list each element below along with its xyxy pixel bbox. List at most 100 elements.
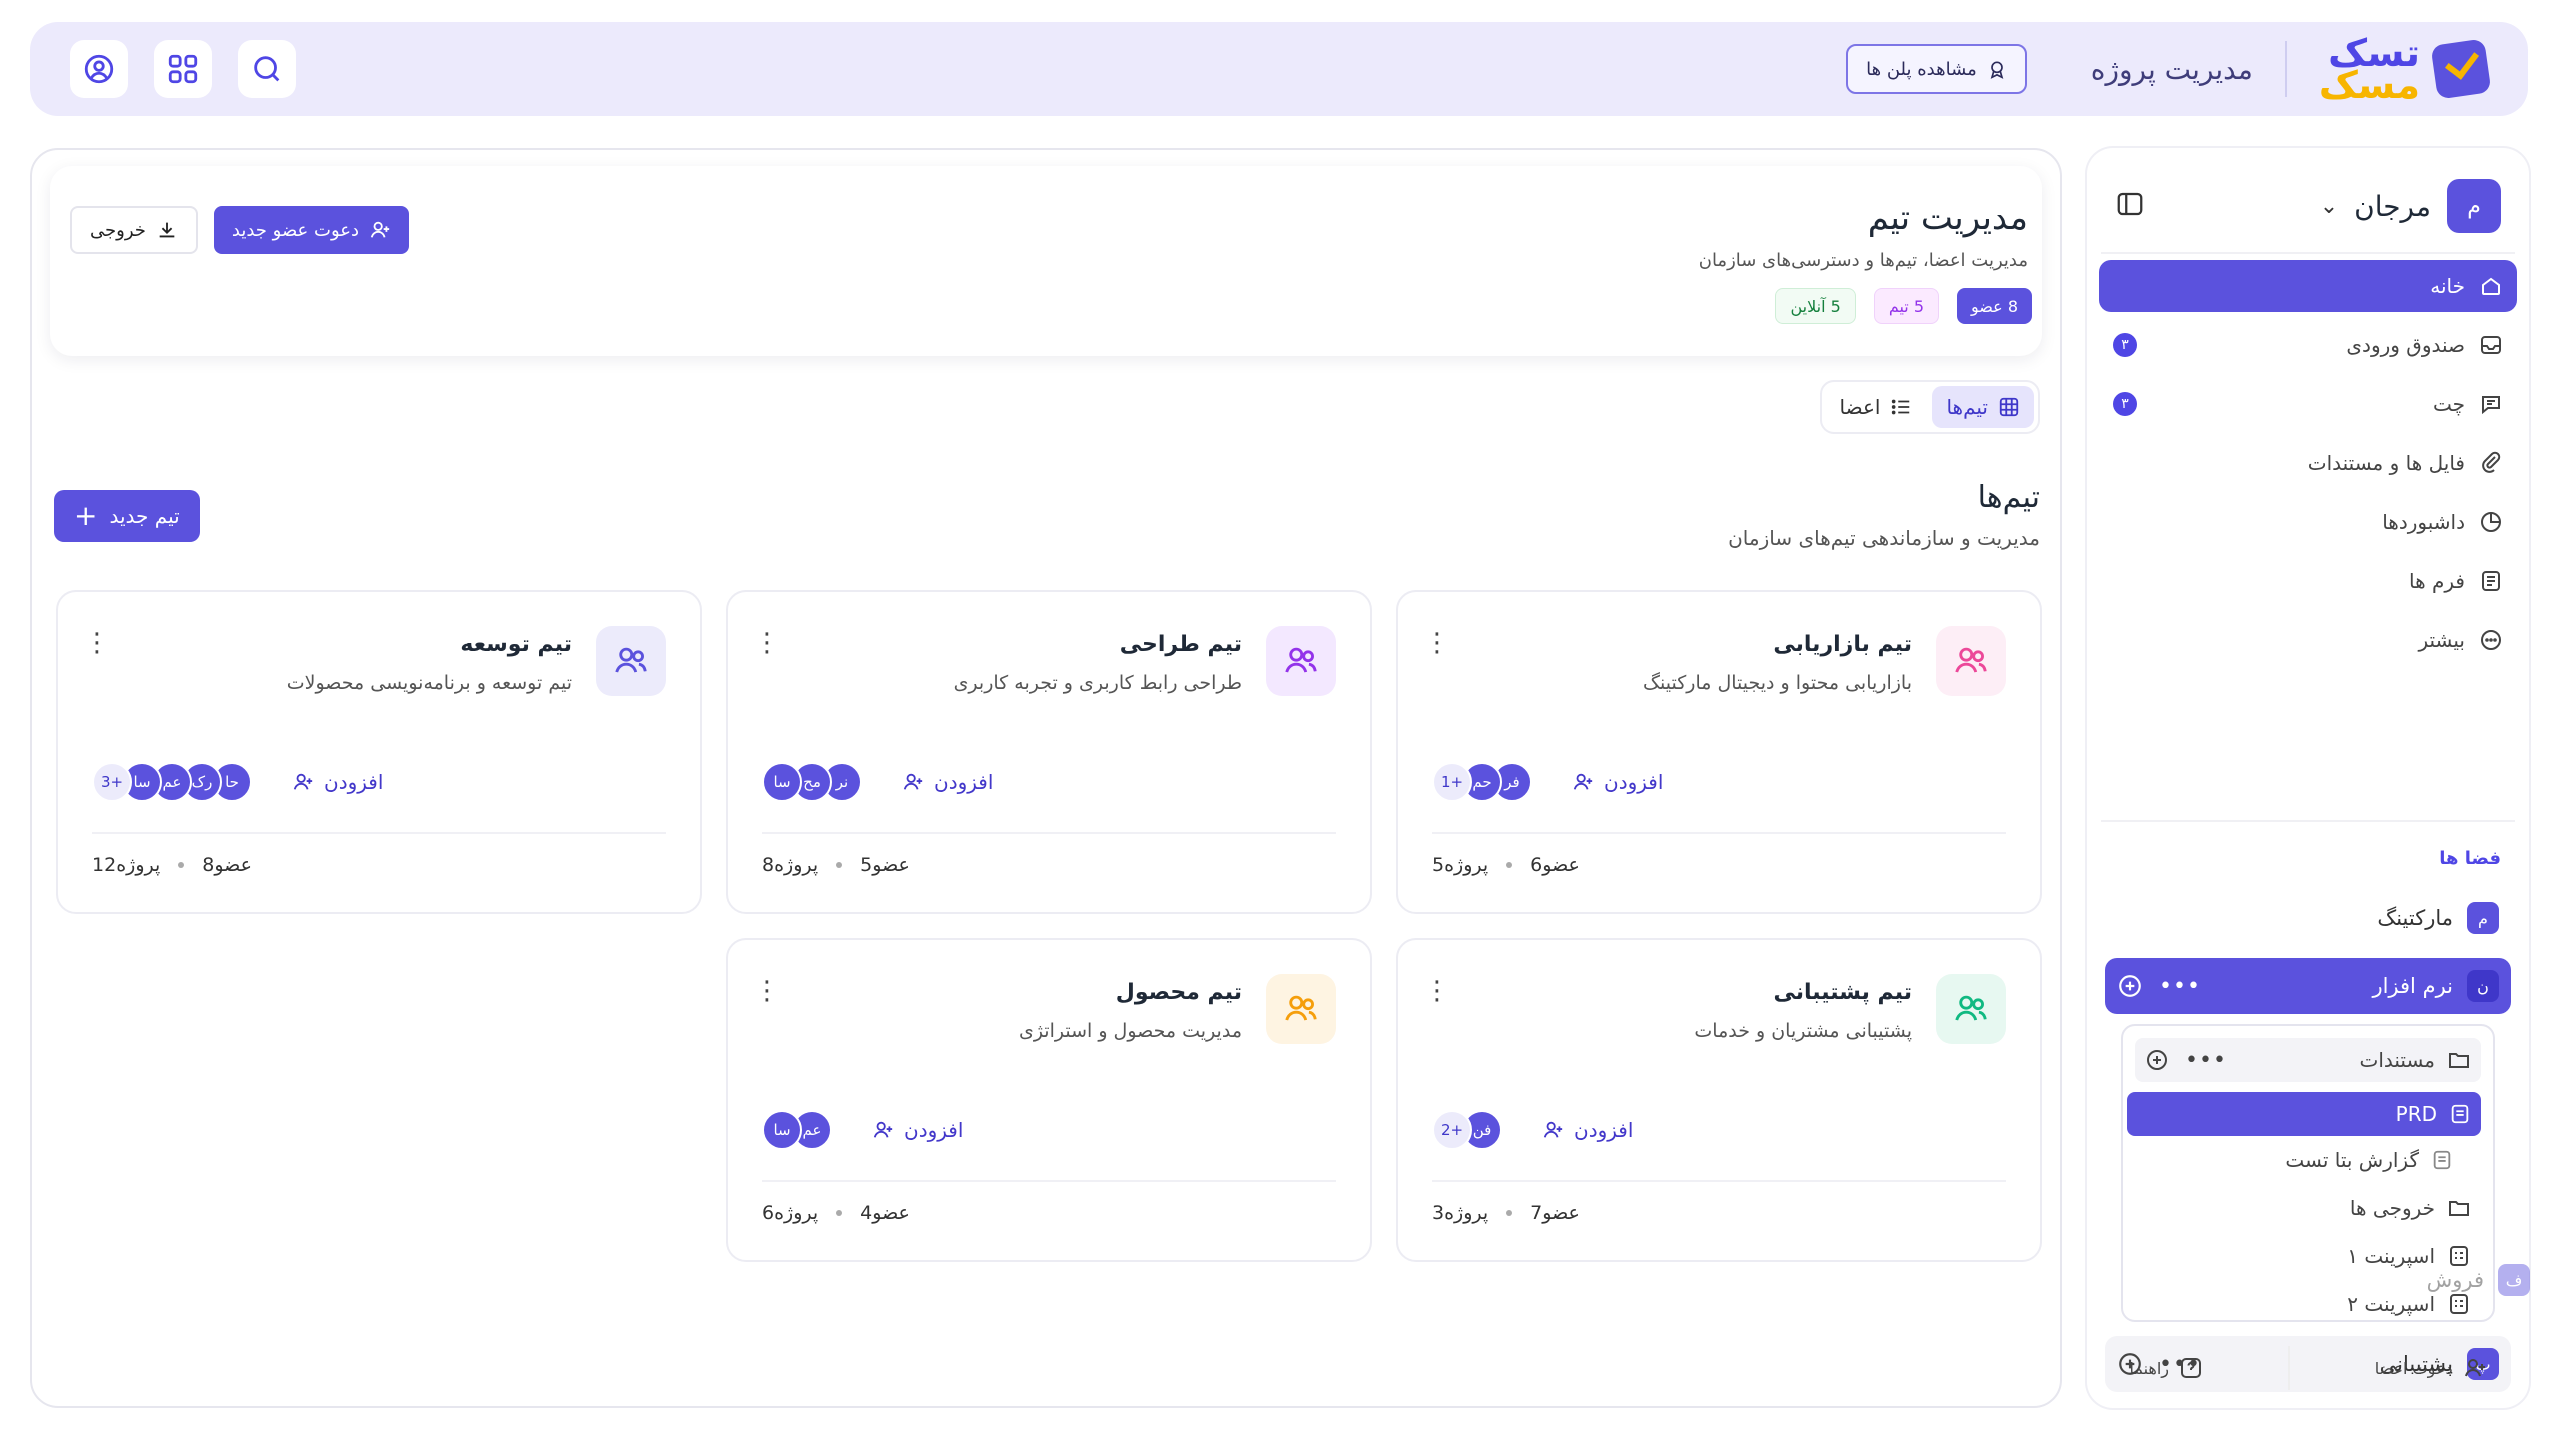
footer-divider — [2287, 1346, 2290, 1390]
more-vertical-icon[interactable]: ⋮ — [754, 628, 780, 658]
more-dots-icon[interactable]: ••• — [2185, 1047, 2227, 1073]
users-icon — [615, 647, 647, 673]
user-plus-icon — [370, 221, 390, 238]
team-card[interactable]: تیم پشتیبانی پشتیبانی مشتریان و خدمات ⋮ … — [1396, 938, 2042, 1262]
add-circle-icon[interactable] — [2145, 1048, 2169, 1072]
add-member-link[interactable]: افزودن — [1542, 1118, 1633, 1142]
sidebar-item-chat[interactable]: چت ۳ — [2099, 378, 2517, 430]
more-vertical-icon[interactable]: ⋮ — [84, 628, 110, 658]
workspace-name: مرجان — [2354, 189, 2431, 223]
team-avatars: سا مح نر — [762, 762, 862, 802]
doc-label: PRD — [2395, 1102, 2437, 1126]
list-sprint-1[interactable]: اسپرینت ۱ — [2337, 1234, 2481, 1278]
new-team-button[interactable]: تیم جدید + — [54, 490, 200, 542]
brand-divider — [2284, 41, 2287, 97]
sidebar-item-forms[interactable]: فرم ها — [2099, 555, 2517, 607]
team-card[interactable]: تیم بازاریابی بازاریابی محتوا و دیجیتال … — [1396, 590, 2042, 914]
add-member-link[interactable]: افزودن — [902, 770, 993, 794]
unread-badge: ۳ — [2113, 333, 2137, 357]
meta-separator — [1506, 862, 1513, 868]
add-member-label: افزودن — [904, 1118, 964, 1142]
folder-docs[interactable]: مستندات ••• — [2135, 1038, 2481, 1082]
spaces-heading: فضا ها — [2439, 848, 2501, 869]
space-marketing[interactable]: م مارکتینگ — [2105, 890, 2511, 946]
export-button[interactable]: خروجی — [70, 206, 198, 254]
sidebar-footer: دعوت اعضا راهنما — [2087, 1328, 2529, 1408]
more-vertical-icon[interactable]: ⋮ — [754, 976, 780, 1006]
unread-badge: ۳ — [2113, 392, 2137, 416]
team-card[interactable]: تیم محصول مدیریت محصول و استراتژی ⋮ سا عم… — [726, 938, 1372, 1262]
folder-icon — [2449, 1201, 2469, 1216]
team-description: مدیریت محصول و استراتژی — [1018, 1020, 1242, 1042]
add-member-label: افزودن — [1574, 1118, 1634, 1142]
chat-icon — [2482, 396, 2500, 415]
sidebar-item-home[interactable]: خانه — [2099, 260, 2517, 312]
view-plans-button[interactable]: مشاهده پلن ها — [1846, 44, 2027, 94]
add-circle-icon[interactable] — [2117, 973, 2143, 999]
team-avatars: +2 فن — [1432, 1110, 1502, 1150]
sidebar-item-more[interactable]: بیشتر — [2099, 614, 2517, 666]
workspace-switcher[interactable]: م مرجان ⌄ — [2115, 178, 2501, 234]
more-dots-icon[interactable]: ••• — [2159, 973, 2201, 999]
sidebar-nav: خانه صندوق ورودی ۳ چت ۳ فایل ها و مستندا… — [2099, 260, 2517, 673]
members-count-badge: 8 عضو — [1957, 288, 2032, 324]
tab-members[interactable]: اعضا — [1826, 386, 1927, 428]
space-support[interactable]: پ پشتیبانی ••• — [2105, 1336, 2511, 1392]
brand[interactable]: تسک مسک مدیریت پروژه — [2091, 34, 2492, 104]
add-member-link[interactable]: افزودن — [292, 770, 383, 794]
folder-outputs[interactable]: خروجی ها — [2340, 1186, 2481, 1230]
more-vertical-icon[interactable]: ⋮ — [1424, 976, 1450, 1006]
profile-button[interactable] — [70, 40, 128, 98]
users-icon — [1285, 647, 1317, 673]
search-button[interactable] — [238, 40, 296, 98]
attachment-icon — [2482, 451, 2501, 473]
badge-icon — [1990, 61, 2004, 79]
members-count: عضو5 — [860, 854, 910, 876]
invite-members-link[interactable]: دعوت اعضا — [2375, 1356, 2487, 1380]
team-icon-box — [1936, 626, 2006, 696]
sidebar-item-dashboards[interactable]: داشبوردها — [2099, 496, 2517, 548]
folder-tools: ••• — [2145, 1048, 2227, 1073]
space-software[interactable]: ن نرم افزار ••• — [2105, 958, 2511, 1014]
brand-logo-icon — [2430, 38, 2492, 100]
doc-beta-report[interactable]: گزارش بتا تست — [2275, 1138, 2463, 1182]
team-description: بازاریابی محتوا و دیجیتال مارکتینگ — [1643, 672, 1912, 694]
team-meta: عضو8 پروژه12 — [92, 854, 252, 876]
tab-teams[interactable]: تیم‌ها — [1932, 386, 2034, 428]
apps-button[interactable] — [154, 40, 212, 98]
collapse-sidebar-button[interactable] — [2115, 189, 2145, 223]
user-plus-icon — [873, 1121, 893, 1138]
add-member-link[interactable]: افزودن — [872, 1118, 963, 1142]
team-avatars: +1 حم فر — [1432, 762, 1532, 802]
team-card[interactable]: تیم توسعه تیم توسعه و برنامه‌نویسی محصول… — [56, 590, 702, 914]
team-meta: عضو4 پروژه6 — [762, 1202, 910, 1224]
user-plus-icon — [1573, 773, 1593, 790]
main-panel: مدیریت تیم مدیریت اعضا، تیم‌ها و دسترسی‌… — [30, 148, 2062, 1408]
meta-separator — [836, 1210, 843, 1216]
sidebar-item-inbox[interactable]: صندوق ورودی ۳ — [2099, 319, 2517, 371]
list-sprint-2[interactable]: اسپرینت ۲ — [2337, 1282, 2481, 1326]
more-vertical-icon[interactable]: ⋮ — [1424, 628, 1450, 658]
members-count: عضو6 — [1530, 854, 1580, 876]
doc-prd[interactable]: PRD — [2127, 1092, 2481, 1136]
space-sales[interactable]: ف فروش — [2136, 1252, 2542, 1308]
help-icon — [2181, 1358, 2202, 1378]
invite-member-button[interactable]: دعوت عضو جدید — [213, 206, 410, 254]
space-badge: پ — [2467, 1348, 2499, 1380]
add-circle-icon[interactable] — [2117, 1351, 2143, 1377]
sidebar-item-files[interactable]: فایل ها و مستندات — [2099, 437, 2517, 489]
top-actions — [70, 40, 296, 98]
download-icon — [159, 222, 175, 238]
projects-count: پروژه8 — [762, 854, 819, 876]
add-member-label: افزودن — [934, 770, 994, 794]
help-link[interactable]: راهنما — [2129, 1356, 2203, 1380]
view-toggle: تیم‌ها اعضا — [1819, 380, 2040, 434]
chevron-down-icon: ⌄ — [2319, 193, 2339, 219]
add-member-link[interactable]: افزودن — [1572, 770, 1663, 794]
space-label: پشتیبانی — [2379, 1352, 2453, 1376]
invite-member-label: دعوت عضو جدید — [231, 219, 360, 241]
team-name: تیم بازاریابی — [1773, 632, 1912, 657]
space-tree: مستندات ••• PRD گزارش بتا تست خروجی ها ا… — [2121, 1024, 2495, 1322]
team-card[interactable]: تیم طراحی طراحی رابط کاربری و تجربه کارب… — [726, 590, 1372, 914]
export-label: خروجی — [90, 219, 146, 241]
